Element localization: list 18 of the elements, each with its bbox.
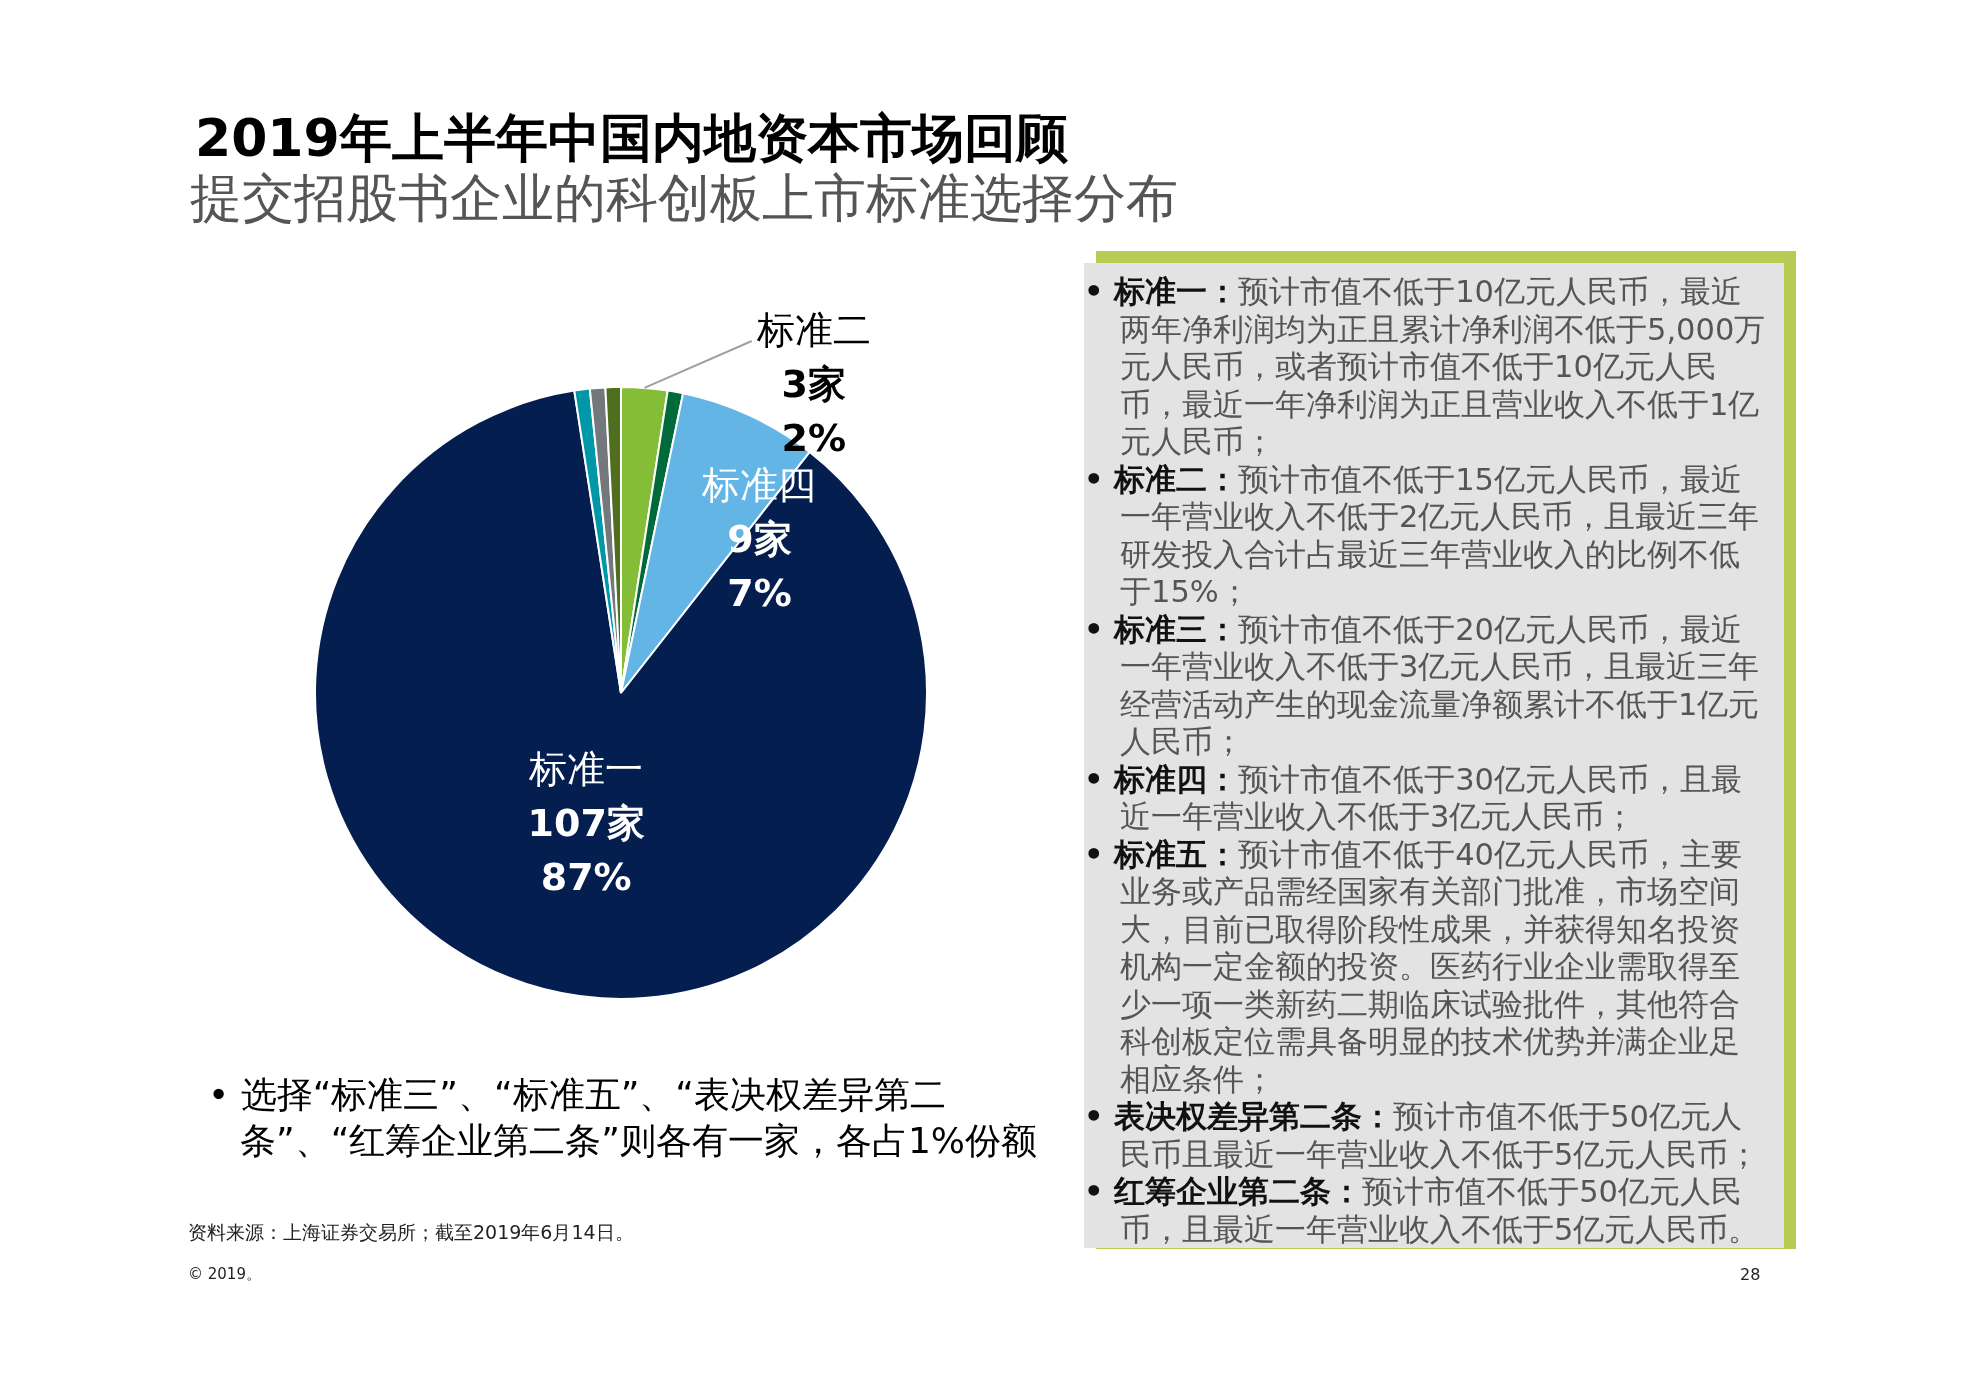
text: • 选择“标准三”、“标准五”、“表决权差异第二条”、“红筹企业第二条”则各有一家，各占1%份额 xyxy=(208,1073,1039,1163)
text: • 表决权差异第二条：预计市值不低于50亿元人民币且最近一年营业收入不低于5亿元人民币； xyxy=(1084,1098,1761,1173)
text: • 标准二：预计市值不低于15亿元人民币，最近一年营业收入不低于2亿元人民币，且最近三年研发投入合计占最近三年营业收入的比例不低于15%； xyxy=(1084,460,1761,611)
chart-title: 2019年上半年中国内地资本市场回顾 xyxy=(195,108,1068,168)
text: • 标准三：预计市值不低于20亿元人民币，最近一年营业收入不低于3亿元人民币，且最近三年经营活动产生的现金流量净额累计不低于1亿元人民币； xyxy=(1084,610,1761,761)
text: • 标准五：预计市值不低于40亿元人民币，主要业务或产品需经国家有关部门批准，市场空间大，目前已取得阶段性成果，并获得知名投资机构一定金额的投资。医药行业企业需取得至少一项一类新药二期临床试验批件，其他符合科创板定位需具备明显的技术优势并满企业足相应条件； xyxy=(1084,835,1743,1098)
text: 28 xyxy=(1740,1265,1761,1284)
data-label: 3家 2% xyxy=(781,361,847,460)
slice-label: 标准四 xyxy=(701,462,817,507)
text: • 标准四：预计市值不低于30亿元人民币，且最近一年营业收入不低于3亿元人民币； xyxy=(1084,760,1743,836)
text: • 标准一：预计市值不低于10亿元人民币，最近两年净利润均为正且累计净利润不低于5,000万元人民币，或者预计市值不低于10亿元人民币，最近一年净利润为正且营业收入不低于1亿元人民币； xyxy=(1084,273,1766,461)
text: • 红筹企业第二条：预计市值不低于50亿元人民币，且最近一年营业收入不低于5亿元人民币。 xyxy=(1084,1173,1761,1248)
chart-subtitle: 提交招股书企业的科创板上市标准选择分布 xyxy=(190,168,1178,228)
data-label: 107家 87% xyxy=(527,801,645,900)
slice-label: 标准二 xyxy=(755,307,871,352)
text: 资料来源：上海证券交易所；截至2019年6月14日。 xyxy=(188,1220,634,1245)
text: © 2019。 xyxy=(188,1265,261,1284)
slice-label: 标准一 xyxy=(528,747,644,792)
